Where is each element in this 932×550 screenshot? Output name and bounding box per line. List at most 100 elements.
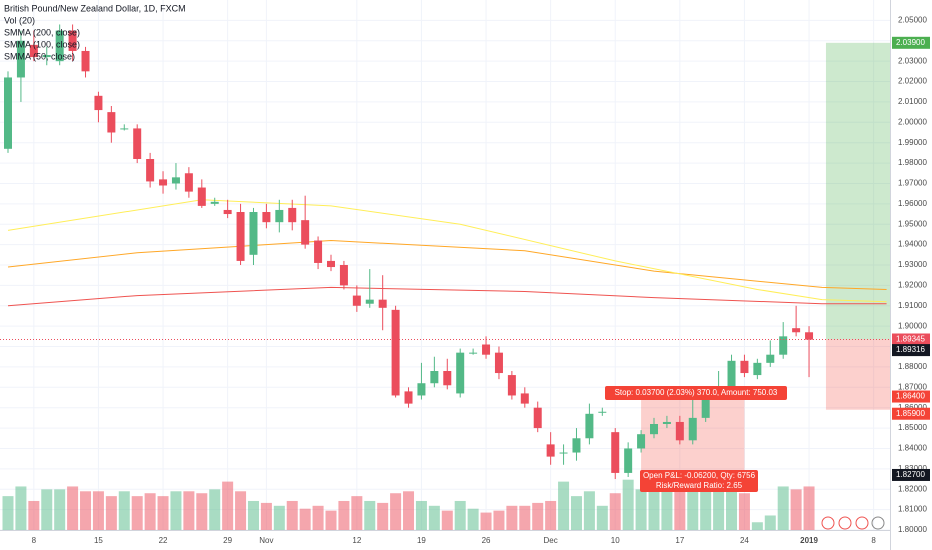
price-label-box [892,344,930,357]
y-tick-label: 1.80000 [898,525,927,534]
legend-entry: SMMA (50, close) [4,51,75,61]
candle-body [391,309,400,396]
x-tick-label: 19 [417,536,426,545]
volume-bar [54,489,66,530]
candle-body [288,207,297,223]
candle-body [159,179,168,186]
volume-bar [454,500,466,530]
volume-bar [325,510,337,530]
x-tick-label: 8 [32,536,37,545]
y-tick-label: 1.88000 [898,362,927,371]
volume-bar [480,512,492,530]
volume-bar [403,491,415,530]
icon[interactable] [838,516,852,530]
volume-bar [222,481,234,530]
trade-label: Open P&L: -0.06200, Qty: 6756 [643,471,756,480]
y-tick-label: 1.86000 [898,403,927,412]
candle-body [16,40,25,78]
volume-bar [648,486,660,530]
candle-body [55,30,64,62]
x-tick-label: Dec [544,536,558,545]
candle-body [301,220,310,245]
candle-body [688,417,697,441]
volume-bar [235,491,247,530]
grid [0,0,890,531]
volume-bar [751,522,763,530]
icon[interactable] [855,516,869,530]
volume-bar [15,486,27,530]
volume-bar [105,496,117,530]
candle-body [365,299,374,304]
candle-body [378,299,387,308]
candle-body [482,344,491,355]
price-label: 1.85900 [896,409,925,418]
volume-bar [2,496,14,530]
volume-bar [596,505,608,530]
chart-title: British Pound/New Zealand Dollar, 1D, FX… [4,3,186,13]
y-tick-label: 2.00000 [898,117,927,126]
candle-body [598,411,607,413]
x-tick-label: 8 [871,536,876,545]
volume-bar [726,476,738,530]
volume-bar [428,505,440,530]
candle-body [327,260,335,268]
y-tick-label: 1.98000 [898,158,927,167]
x-tick-label: 15 [94,536,103,545]
candle-body [611,432,620,473]
icon[interactable] [821,516,835,530]
candle-body [223,209,232,215]
label-box [640,470,758,492]
candle-body [740,360,749,374]
volume-bar [519,505,531,530]
price-label: 1.86400 [896,392,925,401]
y-tick-label: 1.93000 [898,260,927,269]
legend-entry: SMMA (200, close) [4,27,80,37]
candle-body [766,354,775,363]
x-tick-label: Nov [259,536,273,545]
trade-label: Risk/Reward Ratio: 2.65 [656,481,743,490]
x-tick-label: 26 [482,536,491,545]
volume-bar [764,515,776,530]
candle-body [456,352,465,394]
plot [0,24,890,530]
candle-body [792,328,801,333]
candle-body [650,424,658,435]
toolbar-icons[interactable] [821,516,885,530]
volume-bar [713,491,725,530]
volume-bar [209,489,221,530]
price-label: 1.89345 [896,335,925,344]
candle-body [352,295,361,306]
volume-bar [377,502,389,530]
candle-body [637,434,646,449]
volume-bar [28,500,40,530]
candle-body [42,55,51,58]
ma-line [7,286,887,307]
candle-body [236,212,245,261]
candle-body [81,50,90,72]
volume-bar [170,491,182,530]
x-tick-label: 12 [352,536,361,545]
candle-body [107,112,116,133]
y-tick-label: 2.03000 [898,56,927,65]
candle-body [404,391,413,404]
candle-body [675,421,684,441]
icon[interactable] [871,516,885,530]
candle-body [29,44,38,58]
volume-bar [700,483,712,530]
price-label-box [892,407,930,420]
volume-bar [415,500,427,530]
y-tick-label: 2.01000 [898,97,927,106]
candle-body [559,452,568,454]
stop-zone [825,339,890,410]
y-tick-label: 1.82000 [898,484,927,493]
y-tick-label: 1.95000 [898,219,927,228]
candle-body [520,393,529,404]
volume-bar [609,493,621,530]
volume-bar [144,493,156,530]
volume-bar [441,510,453,530]
x-tick-label: 22 [159,536,168,545]
y-tick-label: 1.92000 [898,280,927,289]
volume-bar [467,508,479,530]
